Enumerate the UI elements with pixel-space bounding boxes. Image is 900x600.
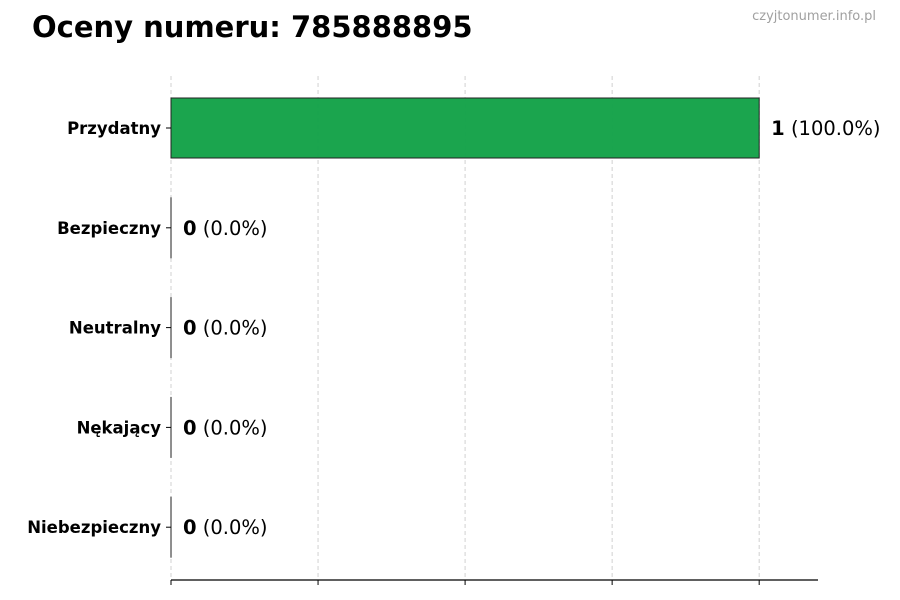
data-label-percent: (100.0%) [785, 117, 881, 140]
data-label-percent: (0.0%) [197, 516, 268, 539]
chart-title: Oceny numeru: 785888895 [32, 10, 473, 44]
bar [170, 97, 760, 159]
y-tick-label: Niebezpieczny [27, 518, 161, 537]
watermark: czyjtonumer.info.pl [752, 9, 876, 24]
data-label: 1 (100.0%) [771, 117, 880, 140]
data-label-count: 1 [771, 117, 785, 140]
data-label: 0 (0.0%) [183, 416, 268, 439]
data-label: 0 (0.0%) [183, 217, 268, 240]
data-label-count: 0 [183, 317, 197, 340]
data-label-percent: (0.0%) [197, 416, 268, 439]
y-tick-label: Neutralny [69, 319, 161, 338]
data-label-percent: (0.0%) [197, 317, 268, 340]
data-label-count: 0 [183, 217, 197, 240]
y-tick-label: Bezpieczny [57, 219, 161, 238]
y-tick-label: Przydatny [67, 119, 161, 138]
data-label-count: 0 [183, 416, 197, 439]
data-label-count: 0 [183, 516, 197, 539]
data-label: 0 (0.0%) [183, 516, 268, 539]
y-tick-label: Nękający [77, 418, 162, 437]
data-label-percent: (0.0%) [197, 217, 268, 240]
data-label: 0 (0.0%) [183, 317, 268, 340]
